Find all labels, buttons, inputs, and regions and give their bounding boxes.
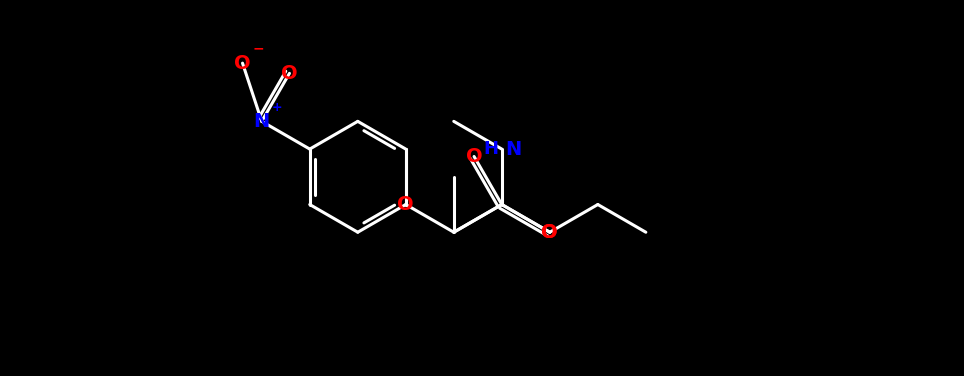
Text: O: O — [397, 195, 415, 214]
Text: O: O — [234, 54, 251, 73]
Text: O: O — [466, 147, 482, 166]
Text: O: O — [281, 64, 298, 83]
Text: O: O — [542, 223, 558, 242]
Text: N: N — [254, 112, 270, 131]
Text: +: + — [272, 101, 282, 114]
Text: N: N — [505, 139, 522, 159]
Text: O: O — [542, 223, 558, 242]
Text: H: H — [484, 140, 498, 158]
Text: −: − — [253, 41, 264, 55]
